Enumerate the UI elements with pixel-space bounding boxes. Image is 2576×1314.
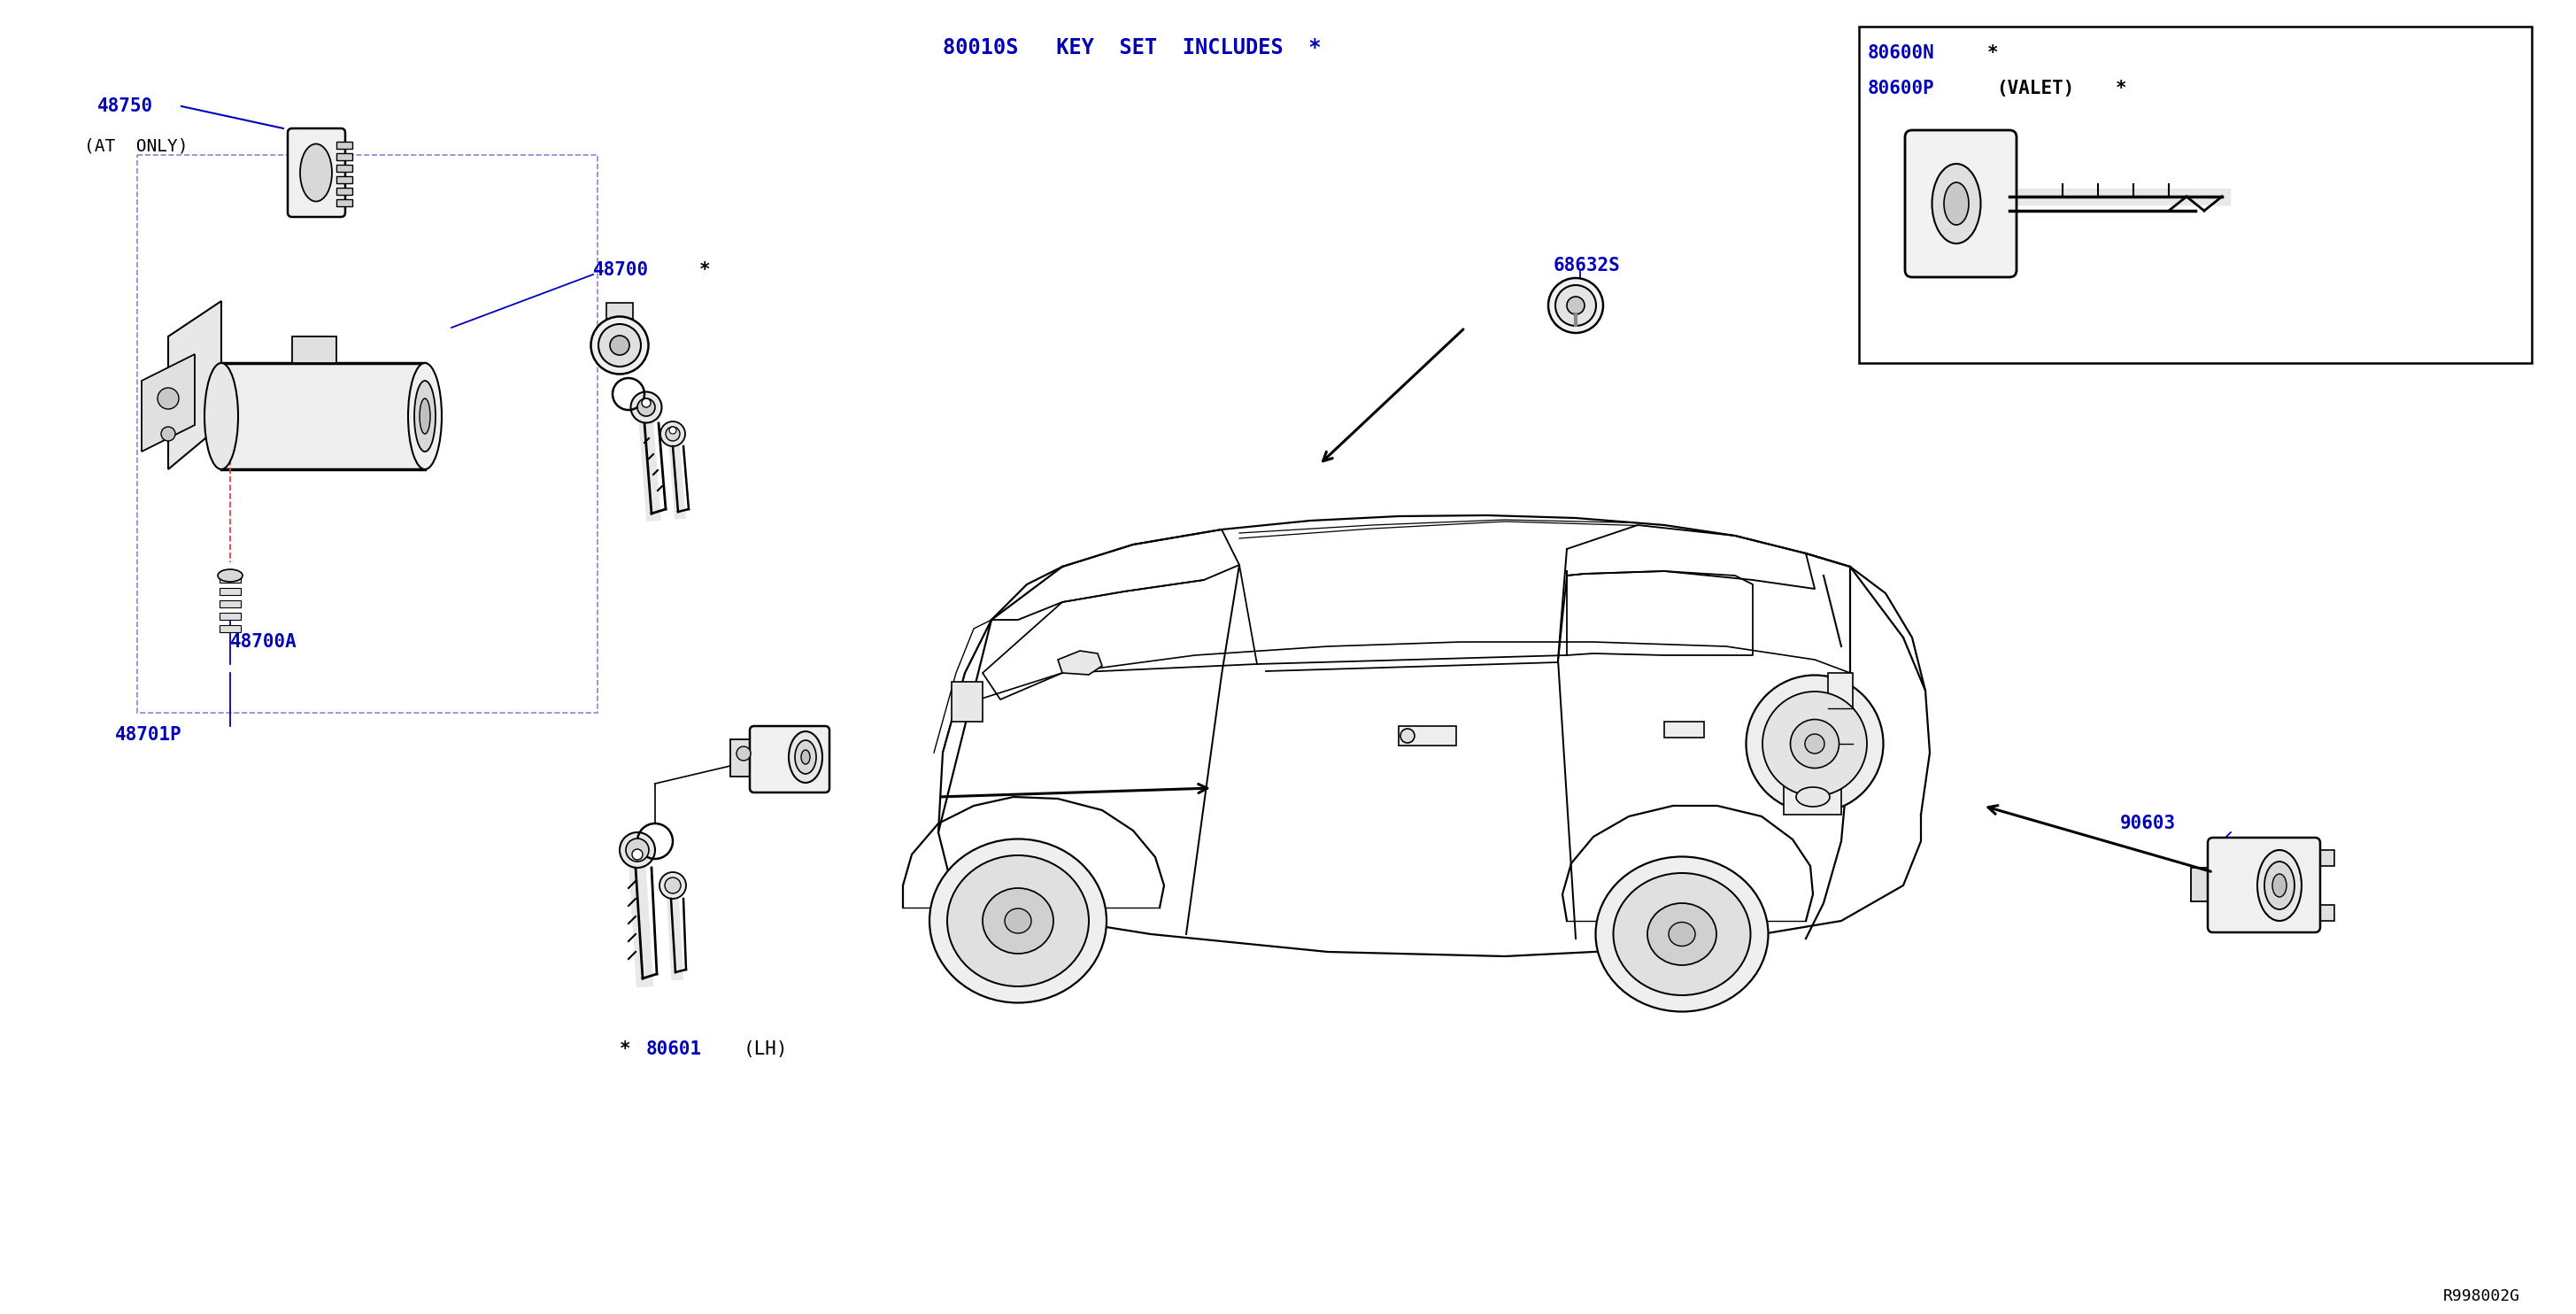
Bar xyxy=(337,164,353,172)
Text: 80010S   KEY  SET  INCLUDES  *: 80010S KEY SET INCLUDES * xyxy=(943,37,1321,58)
Ellipse shape xyxy=(801,750,809,765)
Text: 68632S: 68632S xyxy=(1553,256,1620,275)
Ellipse shape xyxy=(1669,922,1695,946)
Ellipse shape xyxy=(590,317,649,374)
Ellipse shape xyxy=(204,363,237,469)
Circle shape xyxy=(631,849,641,859)
Text: 48700A: 48700A xyxy=(229,633,296,650)
Ellipse shape xyxy=(1932,164,1981,243)
Ellipse shape xyxy=(1005,908,1030,933)
Circle shape xyxy=(641,398,652,407)
Text: (LH): (LH) xyxy=(744,1041,788,1058)
Bar xyxy=(337,142,353,148)
Polygon shape xyxy=(142,355,196,452)
Circle shape xyxy=(157,388,178,409)
Text: *: * xyxy=(698,261,711,279)
Ellipse shape xyxy=(1790,720,1839,769)
Bar xyxy=(1664,721,1705,737)
Text: 90603: 90603 xyxy=(2120,815,2177,832)
Ellipse shape xyxy=(1556,285,1597,326)
Ellipse shape xyxy=(1649,903,1716,966)
Ellipse shape xyxy=(1595,857,1767,1012)
Ellipse shape xyxy=(788,732,822,783)
Ellipse shape xyxy=(1548,279,1602,332)
Ellipse shape xyxy=(626,838,649,862)
Bar xyxy=(219,576,240,582)
Ellipse shape xyxy=(2264,862,2295,909)
Ellipse shape xyxy=(796,740,817,774)
Text: 48750: 48750 xyxy=(98,97,152,116)
Ellipse shape xyxy=(2257,850,2300,921)
Ellipse shape xyxy=(1806,735,1824,753)
Circle shape xyxy=(670,427,677,434)
Bar xyxy=(219,600,240,607)
Text: R998002G: R998002G xyxy=(2442,1288,2519,1305)
Polygon shape xyxy=(222,363,425,469)
Text: 48701P: 48701P xyxy=(116,727,183,744)
Bar xyxy=(1783,779,1842,815)
Text: 80600N: 80600N xyxy=(1868,45,1935,62)
Bar xyxy=(951,682,981,721)
Ellipse shape xyxy=(659,872,685,899)
Bar xyxy=(2192,867,2215,901)
Text: 80600P: 80600P xyxy=(1868,80,1935,97)
Ellipse shape xyxy=(981,888,1054,954)
Ellipse shape xyxy=(659,422,685,447)
FancyBboxPatch shape xyxy=(1906,130,2017,277)
Bar xyxy=(2313,850,2334,866)
FancyBboxPatch shape xyxy=(289,129,345,217)
Ellipse shape xyxy=(665,427,680,442)
Bar xyxy=(732,740,757,777)
Bar xyxy=(337,154,353,160)
Ellipse shape xyxy=(219,569,242,582)
Ellipse shape xyxy=(631,392,662,423)
Ellipse shape xyxy=(598,325,641,367)
Ellipse shape xyxy=(420,398,430,434)
Text: (VALET): (VALET) xyxy=(1996,80,2074,97)
Ellipse shape xyxy=(1747,675,1883,812)
Bar xyxy=(219,625,240,632)
Text: (AT  ONLY): (AT ONLY) xyxy=(85,137,188,154)
Ellipse shape xyxy=(1762,691,1868,796)
Ellipse shape xyxy=(2272,874,2287,897)
Circle shape xyxy=(162,427,175,442)
Ellipse shape xyxy=(1795,787,1829,807)
Bar xyxy=(219,587,240,595)
Text: *: * xyxy=(2115,80,2128,97)
Ellipse shape xyxy=(621,832,654,867)
Text: 48700: 48700 xyxy=(592,261,649,279)
Bar xyxy=(291,336,337,363)
FancyBboxPatch shape xyxy=(750,727,829,792)
Bar xyxy=(337,188,353,194)
Bar xyxy=(1829,673,1852,779)
Bar xyxy=(605,302,634,319)
Ellipse shape xyxy=(636,398,654,417)
Polygon shape xyxy=(1059,650,1103,674)
Ellipse shape xyxy=(948,855,1090,987)
Bar xyxy=(2313,905,2334,921)
Bar xyxy=(1399,727,1455,745)
Ellipse shape xyxy=(1566,297,1584,314)
Ellipse shape xyxy=(1945,183,1968,225)
Bar xyxy=(337,176,353,183)
Text: *: * xyxy=(621,1041,631,1058)
Polygon shape xyxy=(167,301,222,469)
Circle shape xyxy=(737,746,750,761)
Bar xyxy=(137,155,598,712)
Bar xyxy=(337,200,353,206)
Ellipse shape xyxy=(294,135,337,210)
Ellipse shape xyxy=(1401,729,1414,742)
Ellipse shape xyxy=(1613,872,1752,995)
Text: 80601: 80601 xyxy=(647,1041,703,1058)
Ellipse shape xyxy=(407,363,440,469)
FancyBboxPatch shape xyxy=(2208,837,2321,933)
Ellipse shape xyxy=(611,335,629,355)
Bar xyxy=(1860,26,2532,363)
Text: *: * xyxy=(1986,45,1999,62)
Bar xyxy=(219,612,240,620)
Ellipse shape xyxy=(299,145,332,201)
Ellipse shape xyxy=(415,381,435,452)
Ellipse shape xyxy=(665,878,680,894)
Ellipse shape xyxy=(930,838,1108,1003)
